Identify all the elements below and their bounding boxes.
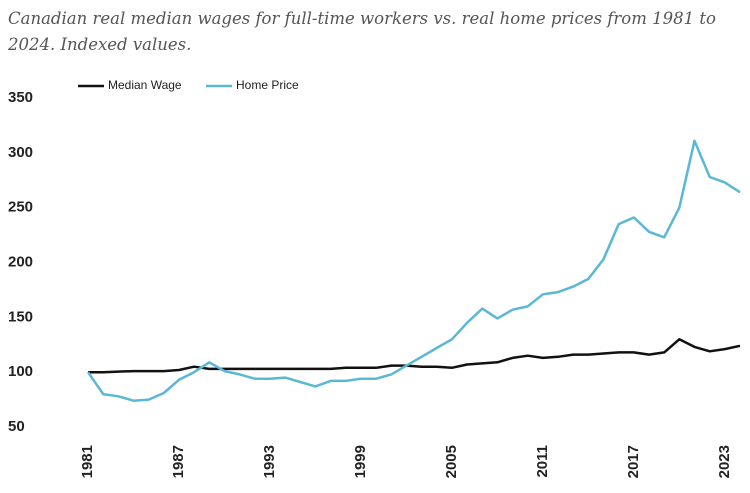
x-tick-label: 1981 — [79, 445, 96, 478]
legend-label: Home Price — [236, 78, 299, 92]
y-tick-label: 250 — [8, 199, 33, 216]
series-line — [86, 139, 741, 402]
chart-title: Canadian real median wages for full-time… — [8, 9, 716, 54]
x-tick-label: 2011 — [534, 445, 551, 478]
legend-label: Median Wage — [108, 78, 182, 92]
x-tick-label: 1993 — [261, 445, 278, 478]
x-tick-label: 2005 — [443, 445, 460, 478]
y-tick-label: 300 — [8, 144, 33, 161]
series-line — [88, 338, 741, 374]
y-tick-label: 100 — [8, 363, 33, 380]
x-tick-label: 2023 — [716, 445, 733, 478]
y-tick-label: 350 — [8, 89, 33, 106]
y-tick-label: 200 — [8, 253, 33, 270]
x-tick-label: 1987 — [170, 445, 187, 478]
x-tick-label: 1999 — [352, 445, 369, 478]
y-tick-label: 50 — [8, 418, 25, 435]
y-tick-label: 150 — [8, 308, 33, 325]
x-tick-label: 2017 — [625, 445, 642, 478]
